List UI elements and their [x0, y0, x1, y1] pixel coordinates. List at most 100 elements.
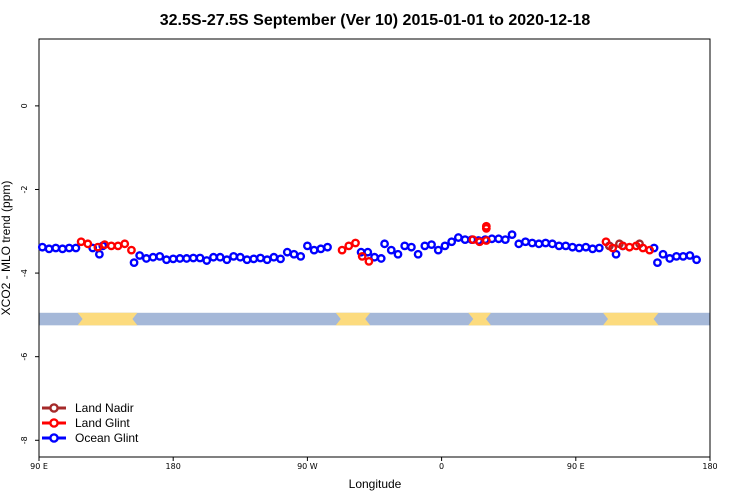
ocean-glint-point: [363, 247, 373, 257]
ocean-glint-point: [282, 247, 292, 257]
ocean-glint-point: [581, 242, 591, 252]
x-axis: 90 E 180 90 W 0 90 E 180: [30, 457, 718, 471]
y-tick-label: 0: [20, 103, 29, 108]
ocean-glint-point: [588, 244, 597, 254]
x-tick-label: 0: [439, 462, 444, 471]
ocean-glint-point: [135, 251, 145, 260]
ocean-glint-point: [658, 249, 668, 259]
land-glint-point: [357, 251, 367, 261]
ocean-glint-point: [182, 254, 192, 263]
ocean-glint-point: [433, 245, 443, 255]
ocean-glint-point: [289, 249, 299, 259]
land-glint-point: [475, 237, 485, 247]
land-glint-point: [93, 242, 103, 252]
land-glint-point: [638, 243, 648, 253]
ocean-glint-point: [611, 249, 621, 259]
ocean-glint-point: [386, 245, 396, 255]
x-tick-label: 180: [166, 462, 181, 471]
chart-title: 32.5S-27.5S September (Ver 10) 2015-01-0…: [160, 12, 591, 29]
legend-label-land-nadir: Land Nadir: [75, 401, 134, 415]
land-glint-point: [83, 239, 93, 249]
land-glint-point: [481, 223, 491, 233]
land-glint-point: [625, 242, 634, 252]
ocean-glint-point: [188, 253, 198, 263]
ocean-glint-point: [574, 243, 584, 253]
land-glint-point: [113, 241, 123, 251]
ocean-glint-point: [58, 244, 67, 254]
ocean-glint-point: [407, 242, 416, 252]
ocean-glint-point: [64, 243, 74, 253]
ocean-glint-point: [129, 258, 139, 268]
ocean-glint-point: [380, 239, 389, 249]
ocean-glint-point: [453, 233, 463, 242]
land-glint-point: [608, 243, 618, 253]
legend-marker-ocean-glint: [49, 433, 59, 443]
ocean-glint-point: [594, 243, 604, 253]
ocean-glint-point: [209, 252, 218, 262]
y-tick-label: -6: [20, 353, 29, 361]
data-points: [37, 221, 701, 268]
ocean-glint-point: [168, 254, 178, 264]
ocean-glint-point: [309, 245, 319, 255]
land-glint-point: [645, 245, 655, 255]
ocean-glint-point: [685, 251, 695, 260]
ocean-glint-point: [222, 255, 232, 265]
ocean-glint-point: [51, 243, 61, 253]
legend-label-land-glint: Land Glint: [75, 416, 130, 430]
ocean-glint-point: [447, 237, 457, 247]
ocean-glint-point: [521, 237, 530, 247]
ocean-glint-point: [202, 256, 212, 265]
ocean-glint-point: [162, 255, 171, 265]
ocean-glint-point: [71, 243, 81, 253]
ocean-glint-point: [413, 249, 423, 259]
land-segment: [468, 312, 491, 326]
ocean-glint-point: [547, 239, 557, 249]
land-glint-point: [481, 236, 491, 245]
ocean-glint-point: [94, 249, 104, 259]
ocean-glint-point: [302, 241, 312, 251]
ocean-glint-point: [316, 244, 326, 254]
land-glint-point: [76, 237, 86, 247]
x-tick-label: 90 E: [30, 462, 48, 471]
ocean-glint-point: [561, 241, 571, 251]
legend-marker-land-glint: [49, 418, 59, 428]
land-glint-point: [601, 237, 611, 247]
legend-marker-land-nadir: [49, 403, 59, 413]
land-glint-point: [344, 241, 354, 251]
x-tick-label: 90 E: [567, 462, 585, 471]
land-glint-point: [468, 235, 478, 245]
ocean-glint-point: [262, 255, 272, 265]
land-ocean-band: [39, 312, 710, 326]
land-glint-point: [364, 256, 374, 266]
ocean-glint-point: [534, 239, 544, 249]
y-tick-label: -2: [20, 185, 29, 193]
ocean-glint-point: [37, 242, 47, 252]
ocean-glint-point: [420, 241, 430, 251]
ocean-glint-point: [507, 230, 517, 240]
land-segment: [335, 312, 371, 326]
ocean-glint-point: [460, 235, 470, 245]
ocean-glint-point: [653, 258, 662, 268]
y-tick-label: -8: [20, 436, 29, 444]
land-glint-point: [106, 241, 116, 251]
ocean-glint-point: [672, 251, 681, 261]
ocean-glint-point: [148, 252, 158, 262]
ocean-glint-point: [541, 238, 551, 248]
ocean-glint-point: [215, 252, 225, 262]
ocean-glint-point: [678, 251, 688, 261]
land-glint-point: [127, 245, 136, 255]
ocean-glint-point: [400, 241, 410, 251]
land-glint-point: [120, 239, 130, 249]
ocean-glint-point: [427, 240, 436, 250]
ocean-glint-point: [554, 241, 564, 251]
ocean-glint-point: [393, 249, 403, 259]
ocean-glint-point: [195, 253, 205, 263]
ocean-glint-point: [440, 241, 450, 251]
ocean-glint-point: [323, 242, 332, 252]
ocean-glint-point: [296, 251, 306, 261]
ocean-glint-point: [376, 254, 386, 263]
y-axis-title: XCO2 - MLO trend (ppm): [0, 181, 13, 316]
y-tick-label: -4: [20, 269, 29, 277]
ocean-glint-point: [527, 238, 537, 248]
